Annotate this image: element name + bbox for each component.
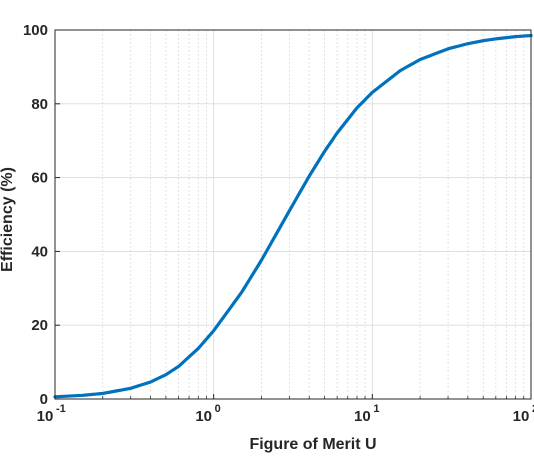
y-tick-label: 80 xyxy=(31,96,48,113)
x-tick-label: 10 0 xyxy=(195,403,220,425)
plot-frame xyxy=(54,29,532,400)
x-tick-base: 10 xyxy=(195,408,212,425)
x-tick-base: 10 xyxy=(37,408,54,425)
y-tick-label: 20 xyxy=(31,317,48,334)
y-tick-label: 60 xyxy=(31,170,48,187)
x-tick-label: 102 xyxy=(513,403,534,425)
x-tick-label: 10 -1 xyxy=(37,403,66,425)
x-tick-base: 10 xyxy=(513,408,530,425)
axes xyxy=(54,29,532,400)
x-tick-base: 10 xyxy=(354,408,371,425)
x-tick-exponent: -1 xyxy=(56,403,66,415)
x-tick-exponent: 2 xyxy=(532,403,534,415)
grid-lines xyxy=(54,29,532,400)
y-axis-label: Efficiency (%) xyxy=(0,167,16,272)
x-tick-exponent: 1 xyxy=(373,403,379,415)
efficiency-curve xyxy=(53,33,533,399)
y-tick-label: 40 xyxy=(31,243,48,260)
x-tick-exponent: 0 xyxy=(215,403,221,415)
x-tick-label: 10 1 xyxy=(354,403,379,425)
x-axis-label: Figure of Merit U xyxy=(249,436,376,453)
y-tick-label: 100 xyxy=(23,22,48,39)
y-tick-label: 0 xyxy=(40,391,48,408)
curve-layer xyxy=(53,33,533,399)
